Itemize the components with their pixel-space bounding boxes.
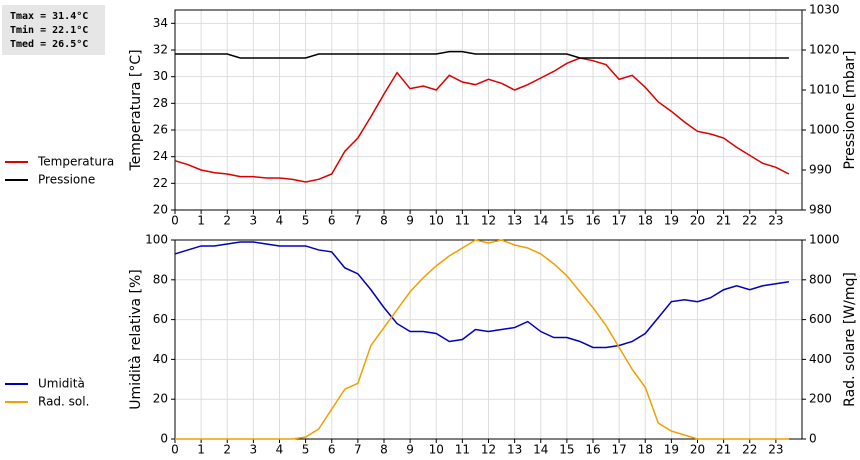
x-tick-label: 11 — [455, 443, 470, 457]
y-tick-label: 20 — [153, 392, 168, 406]
y2-axis-label: Rad. solare [W/mq] — [842, 272, 858, 407]
x-tick-label: 15 — [559, 214, 574, 228]
x-tick-label: 23 — [768, 214, 783, 228]
x-tick-label: 12 — [481, 443, 496, 457]
x-tick-label: 2 — [223, 443, 231, 457]
y2-tick-label: 800 — [809, 272, 832, 286]
x-tick-label: 5 — [302, 443, 310, 457]
x-tick-label: 23 — [768, 443, 783, 457]
y2-tick-label: 200 — [809, 392, 832, 406]
x-tick-label: 6 — [328, 214, 336, 228]
y2-tick-label: 1010 — [809, 83, 840, 97]
y2-tick-label: 400 — [809, 352, 832, 366]
y-tick-label: 22 — [153, 176, 168, 190]
x-tick-label: 5 — [302, 214, 310, 228]
series-line — [174, 241, 790, 349]
x-tick-label: 9 — [406, 214, 414, 228]
y-axis-label: Umidità relativa [%] — [128, 269, 144, 410]
x-tick-label: 18 — [638, 214, 653, 228]
plot-frame — [174, 239, 803, 440]
y2-tick-label: 980 — [809, 203, 832, 217]
series-line — [175, 50, 789, 59]
legend-label: Pressione — [38, 173, 95, 187]
x-tick-label: 22 — [742, 443, 757, 457]
legend-label: Rad. sol. — [38, 395, 89, 409]
x-tick-label: 19 — [664, 214, 679, 228]
y-tick-label: 26 — [153, 123, 168, 137]
x-tick-label: 0 — [171, 214, 179, 228]
x-tick-label: 20 — [690, 214, 705, 228]
x-tick-label: 15 — [559, 443, 574, 457]
y-tick-label: 80 — [153, 272, 168, 286]
stat-annotation: Tmed = 26.5°C — [10, 39, 88, 50]
x-tick-label: 7 — [354, 214, 362, 228]
x-tick-label: 21 — [716, 443, 731, 457]
x-tick-label: 13 — [507, 443, 522, 457]
x-tick-label: 16 — [585, 214, 600, 228]
x-tick-label: 4 — [276, 443, 284, 457]
stats-box — [2, 5, 105, 55]
stat-annotation: Tmin = 22.1°C — [10, 24, 88, 36]
y2-axis-label: Pressione [mbar] — [842, 50, 858, 169]
x-tick-label: 14 — [533, 443, 548, 457]
legend-label: Temperatura — [37, 155, 114, 169]
x-tick-label: 21 — [716, 214, 731, 228]
x-tick-label: 17 — [611, 214, 626, 228]
x-tick-label: 13 — [507, 214, 522, 228]
x-tick-label: 6 — [328, 443, 336, 457]
y2-tick-label: 0 — [809, 432, 817, 446]
x-tick-label: 10 — [429, 214, 444, 228]
x-tick-label: 18 — [638, 443, 653, 457]
y-axis-label: Temperatura [°C] — [128, 49, 144, 171]
y-tick-label: 40 — [153, 352, 168, 366]
y-tick-label: 60 — [153, 312, 168, 326]
series-line — [175, 239, 789, 440]
x-tick-label: 3 — [250, 214, 258, 228]
y-tick-label: 34 — [153, 16, 168, 30]
x-tick-label: 17 — [611, 443, 626, 457]
y2-tick-label: 1000 — [809, 233, 840, 247]
y2-tick-label: 1000 — [809, 123, 840, 137]
y-tick-label: 32 — [153, 43, 168, 57]
x-tick-label: 11 — [455, 214, 470, 228]
x-tick-label: 8 — [380, 443, 388, 457]
x-tick-label: 16 — [585, 443, 600, 457]
plot-frame — [174, 9, 803, 211]
x-tick-label: 20 — [690, 443, 705, 457]
x-tick-label: 7 — [354, 443, 362, 457]
x-tick-label: 8 — [380, 214, 388, 228]
legend-label: Umidità — [38, 377, 85, 391]
x-tick-label: 3 — [250, 443, 258, 457]
x-tick-label: 12 — [481, 214, 496, 228]
x-tick-label: 4 — [276, 214, 284, 228]
y-tick-label: 100 — [145, 233, 168, 247]
x-tick-label: 19 — [664, 443, 679, 457]
y2-tick-label: 1020 — [809, 43, 840, 57]
y-tick-label: 28 — [153, 96, 168, 110]
x-tick-label: 14 — [533, 214, 548, 228]
x-tick-label: 9 — [406, 443, 414, 457]
x-tick-label: 2 — [223, 214, 231, 228]
y-tick-label: 30 — [153, 69, 168, 83]
y2-tick-label: 1030 — [809, 3, 840, 17]
stat-annotation: Tmax = 31.4°C — [10, 11, 88, 22]
y-tick-label: 20 — [153, 203, 168, 217]
x-tick-label: 1 — [197, 214, 205, 228]
y-tick-label: 24 — [153, 149, 168, 163]
x-tick-label: 22 — [742, 214, 757, 228]
y2-tick-label: 600 — [809, 312, 832, 326]
series-line — [174, 57, 790, 183]
y2-tick-label: 990 — [809, 163, 832, 177]
x-tick-label: 0 — [171, 443, 179, 457]
x-tick-label: 1 — [197, 443, 205, 457]
y-tick-label: 0 — [160, 432, 168, 446]
x-tick-label: 10 — [429, 443, 444, 457]
